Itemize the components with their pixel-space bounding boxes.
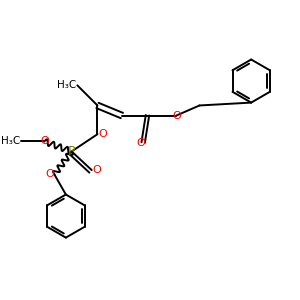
Text: O: O (92, 165, 101, 175)
Text: O: O (40, 136, 49, 146)
Text: O: O (46, 169, 54, 179)
Text: H₃C: H₃C (57, 80, 76, 90)
Text: O: O (172, 110, 181, 121)
Text: O: O (136, 138, 145, 148)
Text: O: O (98, 129, 107, 139)
Text: H₃C: H₃C (1, 136, 20, 146)
Text: P: P (68, 145, 75, 158)
